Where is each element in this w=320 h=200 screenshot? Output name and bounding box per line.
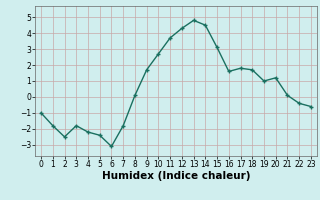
X-axis label: Humidex (Indice chaleur): Humidex (Indice chaleur) xyxy=(102,171,250,181)
